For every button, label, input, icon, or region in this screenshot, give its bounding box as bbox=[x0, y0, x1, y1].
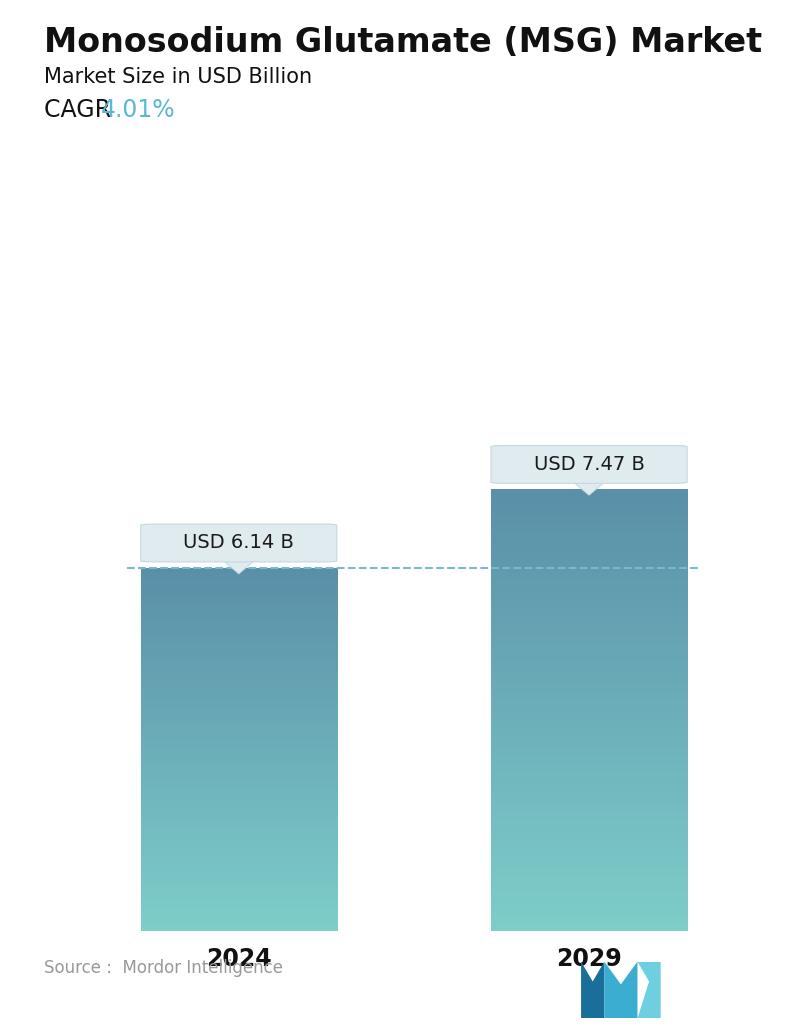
Text: Monosodium Glutamate (MSG) Market: Monosodium Glutamate (MSG) Market bbox=[44, 26, 762, 59]
Polygon shape bbox=[604, 962, 638, 1018]
Text: USD 7.47 B: USD 7.47 B bbox=[533, 455, 645, 474]
Polygon shape bbox=[581, 962, 604, 1018]
FancyBboxPatch shape bbox=[141, 524, 337, 561]
Text: USD 6.14 B: USD 6.14 B bbox=[183, 534, 295, 552]
Polygon shape bbox=[638, 962, 661, 1018]
Polygon shape bbox=[224, 560, 254, 574]
Text: Source :  Mordor Intelligence: Source : Mordor Intelligence bbox=[44, 960, 283, 977]
Text: 4.01%: 4.01% bbox=[101, 98, 176, 122]
FancyBboxPatch shape bbox=[491, 446, 687, 483]
Text: CAGR: CAGR bbox=[44, 98, 119, 122]
Polygon shape bbox=[574, 482, 604, 495]
Text: Market Size in USD Billion: Market Size in USD Billion bbox=[44, 67, 312, 87]
